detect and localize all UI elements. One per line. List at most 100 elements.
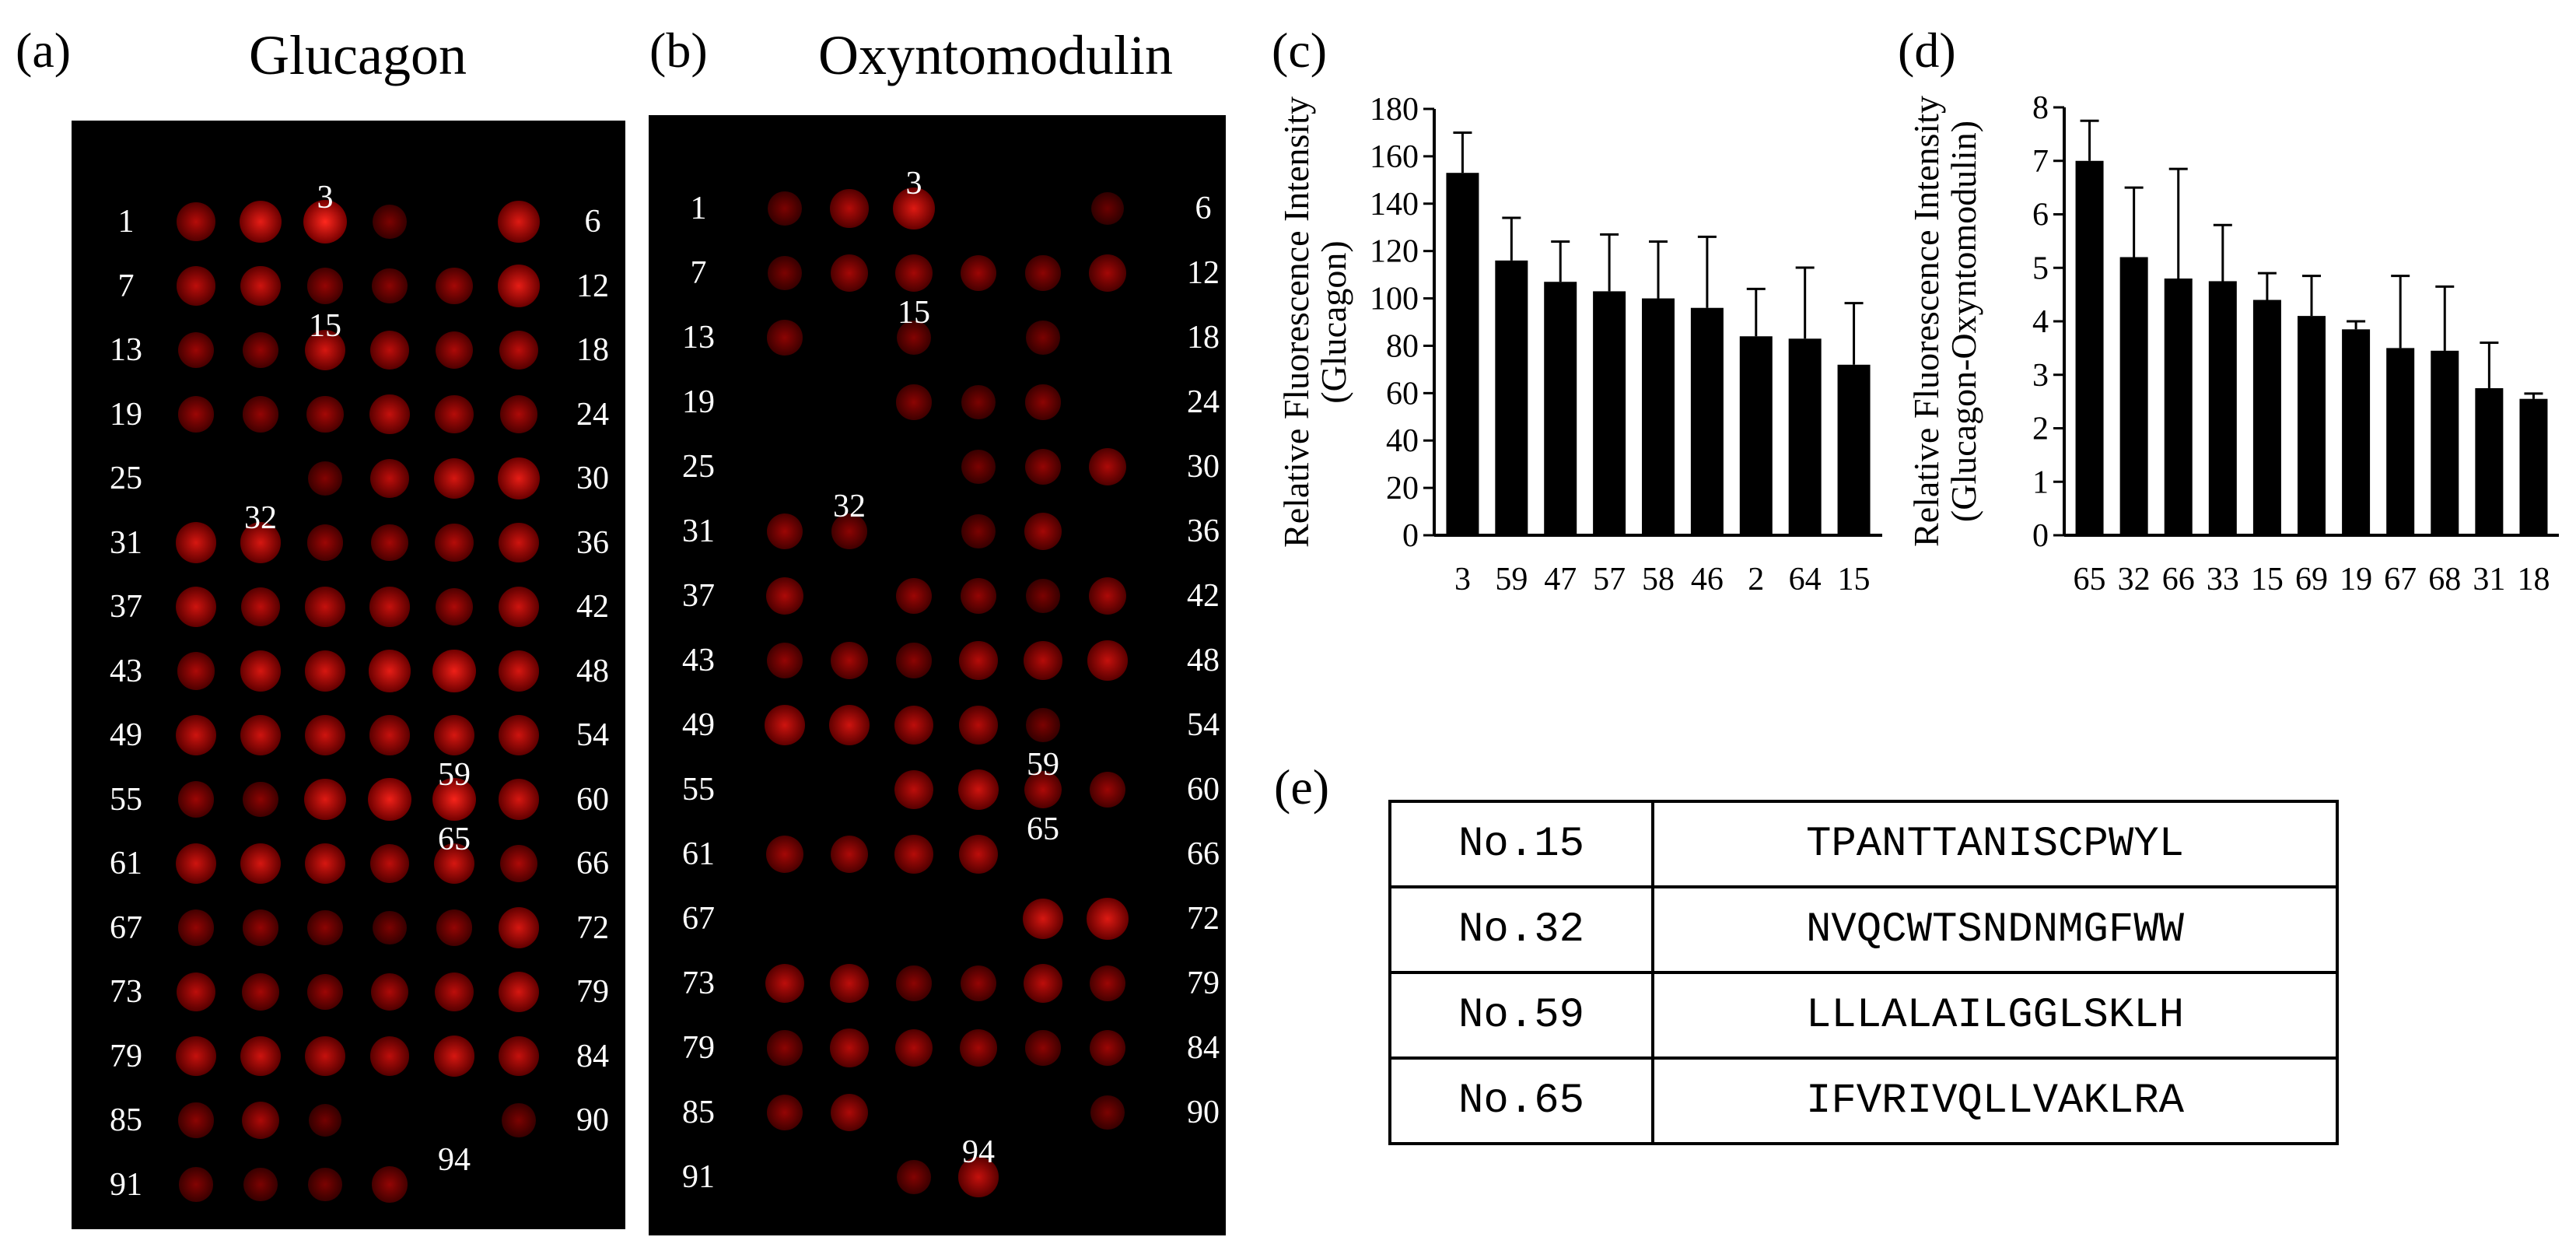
x-tick-label: 47 — [1544, 562, 1577, 597]
bar — [1446, 173, 1479, 535]
array_a-spot — [240, 1035, 281, 1077]
array_a-spot — [177, 909, 215, 946]
array_a-row-label-right: 6 — [584, 204, 601, 240]
array_b-spot — [895, 577, 933, 615]
array_b-row-label-left: 43 — [682, 643, 715, 678]
array_a-spot-label: 65 — [438, 821, 471, 857]
peptide-sequence-cell: LLLALAILGGLSKLH — [1651, 971, 2339, 1060]
array_a-spot — [240, 265, 281, 307]
array_b-row-label-right: 90 — [1187, 1095, 1220, 1130]
array_a-row-label-left: 73 — [110, 974, 142, 1010]
array_b-spot — [766, 513, 803, 550]
panel-a-title: Glucagon — [249, 24, 467, 86]
array_a-row-label-left: 55 — [110, 781, 142, 818]
x-tick-label: 15 — [2251, 562, 2284, 597]
x-tick-label: 19 — [2340, 562, 2372, 597]
array_b-spot — [894, 769, 934, 810]
y-tick-label: 5 — [2032, 251, 2049, 286]
array_b-row-label-right: 79 — [1187, 965, 1220, 1001]
y-axis-title: Relative Fluorescence Intensity — [1906, 96, 1946, 547]
peptide-id-cell: No.65 — [1388, 1057, 1654, 1145]
array_b-spot — [1024, 641, 1062, 680]
array_a-spot — [434, 972, 474, 1012]
array_a-spot — [176, 715, 216, 755]
array_a-spot — [498, 650, 540, 692]
x-tick-label: 67 — [2384, 562, 2417, 597]
array_a-row-label-left: 7 — [117, 268, 135, 304]
array_a-spot — [369, 1036, 410, 1076]
array_a-spot — [433, 843, 475, 885]
bar — [1642, 298, 1675, 535]
array_a-spot — [243, 781, 278, 818]
array_a-row-label-left: 37 — [110, 589, 142, 625]
array_b-row-label-right: 60 — [1187, 772, 1220, 808]
array_a-row-label-right: 84 — [576, 1038, 609, 1074]
array_a-spot-label: 59 — [438, 757, 471, 794]
array_b-spot — [894, 1028, 933, 1067]
x-tick-label: 59 — [1495, 562, 1528, 597]
x-tick-label: 32 — [2118, 562, 2151, 597]
array_b-spot — [1089, 965, 1126, 1002]
array_b-row-label-right: 66 — [1187, 836, 1220, 872]
array_a-spot — [435, 523, 474, 562]
panel-b-letter: (b) — [649, 23, 708, 78]
array_a-spot — [308, 1167, 342, 1202]
array_b-spot-label: 15 — [898, 295, 930, 331]
array_b-spot — [1026, 321, 1060, 355]
array_b-spot — [1090, 191, 1125, 226]
array_b-row-label-right: 12 — [1187, 255, 1220, 291]
x-tick-label: 58 — [1642, 562, 1675, 597]
array_a-row-label-left: 1 — [117, 204, 135, 240]
array_a-spot — [499, 1035, 539, 1076]
array_b-spot — [896, 965, 932, 1001]
array_a-spot — [499, 330, 539, 370]
array_b-spot — [893, 187, 935, 230]
array_b-spot — [1090, 1095, 1125, 1130]
array_a-spot — [498, 971, 540, 1013]
table-row: No.15 TPANTTANISCPWYL — [1388, 800, 2339, 888]
array_a-row-label-left: 79 — [110, 1038, 142, 1074]
sequence-table: No.15 TPANTTANISCPWYL No.32 NVQCWTSNDNMG… — [1388, 800, 2339, 1145]
array_b-spot — [1026, 708, 1060, 742]
array_a-row-label-right: 90 — [576, 1102, 609, 1138]
array_a-row-label-left: 19 — [110, 396, 142, 433]
x-tick-label: 46 — [1691, 562, 1724, 597]
array_a-spot — [432, 649, 476, 693]
array_a-spot — [372, 268, 408, 304]
table-row: No.65 IFVRIVQLLVAKLRA — [1388, 1057, 2339, 1145]
array_b-row-label-left: 31 — [682, 513, 715, 549]
array_a-row-label-right: 12 — [576, 268, 609, 304]
array_b-spot — [830, 835, 869, 874]
array_a-spot — [304, 650, 346, 692]
array_b-spot — [1024, 770, 1062, 809]
y-tick-label: 2 — [2032, 412, 2049, 447]
y-tick-label: 160 — [1370, 139, 1419, 175]
array_a-row-label-right: 79 — [576, 974, 609, 1010]
array_a-spot — [502, 1103, 536, 1137]
array_b-spot — [1089, 254, 1126, 292]
y-tick-label: 7 — [2032, 144, 2049, 180]
array_a-spot — [436, 267, 473, 305]
array_b-row-label-right: 54 — [1187, 707, 1220, 743]
array_a-spot — [305, 587, 345, 627]
array_a-spot — [499, 715, 539, 755]
array_a-row-label-right: 30 — [576, 461, 609, 496]
array_a-spot — [370, 972, 409, 1011]
array_a-spot — [306, 973, 344, 1011]
bar — [2119, 257, 2148, 535]
array_a-spot — [433, 457, 475, 499]
bar — [2386, 348, 2415, 535]
array_b-spot — [829, 963, 870, 1004]
array_b-spot — [960, 1029, 997, 1067]
array_a-spot — [369, 394, 410, 434]
array_b-row-label-left: 91 — [682, 1159, 715, 1195]
array_a-row-label-left: 31 — [110, 524, 142, 561]
array_b-spot-label: 59 — [1027, 747, 1059, 783]
array_b-row-label-left: 25 — [682, 449, 715, 485]
array_a-row-label-right: 42 — [576, 589, 609, 625]
array_a-spot — [176, 972, 216, 1012]
y-tick-label: 8 — [2032, 90, 2049, 126]
array_b-row-label-left: 37 — [682, 578, 715, 614]
array_b-spot — [961, 450, 996, 484]
array_a-spot — [176, 1035, 216, 1076]
